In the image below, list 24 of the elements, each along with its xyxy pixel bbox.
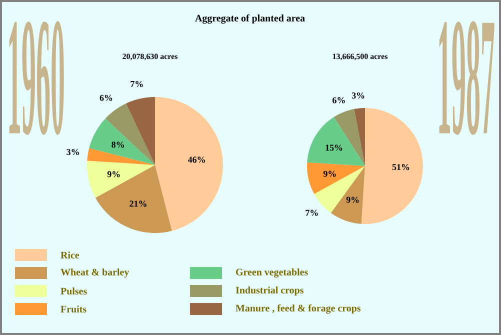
data-label: 6% bbox=[332, 97, 345, 104]
chart-title: 1960 bbox=[9, 21, 64, 135]
data-label: 7% bbox=[130, 80, 143, 88]
legend-label: Industrial crops bbox=[236, 286, 304, 296]
data-label: 6% bbox=[100, 94, 112, 101]
data-label: 7% bbox=[306, 210, 318, 216]
data-label: 9% bbox=[107, 171, 120, 178]
data-label: 3% bbox=[352, 92, 364, 99]
data-label: 51% bbox=[392, 164, 410, 170]
data-label: 9% bbox=[346, 196, 359, 203]
chart-title: 1987 bbox=[439, 21, 494, 135]
data-label: 8% bbox=[112, 142, 124, 148]
legend-label: Manure , feed & forage crops bbox=[236, 304, 361, 314]
text: Aggregate of planted area bbox=[195, 14, 305, 24]
data-label: 21% bbox=[130, 200, 146, 207]
legend-label: Pulses bbox=[60, 287, 87, 295]
data-label: 3% bbox=[66, 148, 79, 156]
data-label: 15% bbox=[326, 144, 342, 151]
legend-label: Fruits bbox=[60, 305, 86, 313]
legend-label: Green vegetables bbox=[236, 268, 308, 278]
legend-label: Rice bbox=[60, 251, 80, 259]
legend-label: Wheat & barley bbox=[60, 268, 130, 278]
data-label: 46% bbox=[188, 156, 205, 163]
data-label: 9% bbox=[323, 170, 336, 177]
